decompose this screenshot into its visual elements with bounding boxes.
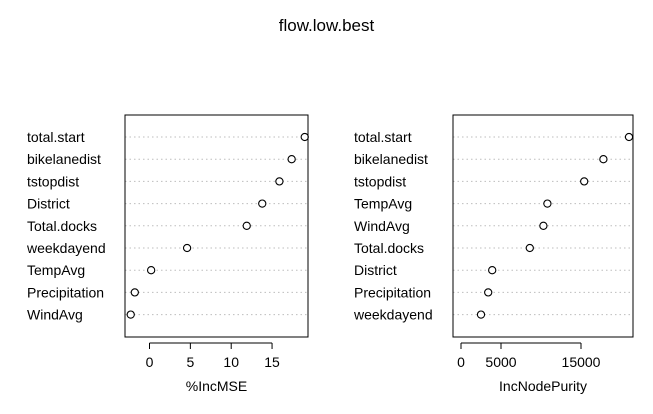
panel-1-category-label: WindAvg (27, 307, 83, 323)
panel-2-category-label: total.start (354, 129, 412, 145)
panel-1-point (258, 199, 267, 208)
panel-2-category-label: District (354, 262, 397, 278)
panel-2-point (624, 132, 634, 142)
panel-1-point (242, 221, 251, 230)
panel-2-point (476, 310, 486, 319)
panel-1-frame (124, 114, 309, 338)
panel-1-category-label: Total.docks (27, 218, 97, 234)
panel-1-category-label: tstopdist (27, 173, 79, 189)
panel-2-point (580, 177, 589, 186)
panel-2-category-label: Total.docks (354, 240, 424, 256)
panel-2-category-label: tstopdist (354, 173, 406, 189)
panel-2-category-label: WindAvg (354, 218, 410, 234)
panel-1-category-label: bikelanedist (27, 151, 101, 167)
panel-2-point (539, 221, 548, 230)
panel-2-category-label: TempAvg (354, 196, 412, 212)
panel-1-x-tick-label: 10 (223, 354, 239, 370)
panel-2-x-axis-label: IncNodePurity (499, 378, 587, 394)
panel-1-category-label: Precipitation (27, 284, 104, 300)
panel-2-x-tick-label: 0 (457, 354, 465, 370)
page-title: flow.low.best (278, 16, 375, 35)
panel-2-category-label: weekdayend (353, 307, 433, 323)
panel-2-x-tick-label: 5000 (485, 354, 516, 370)
panel-2-x-tick-label: 15000 (562, 354, 601, 370)
panel-2-point (599, 155, 608, 164)
panel-1-x-tick-label: 15 (264, 354, 280, 370)
panel-1-category-label: total.start (27, 129, 85, 145)
panel-1-category-label: TempAvg (27, 262, 85, 278)
panel-1-x-axis-label: %IncMSE (186, 378, 247, 394)
panel-1-point (130, 288, 139, 297)
panel-1-point (300, 132, 309, 142)
panel-2-point (525, 243, 534, 253)
panel-1-point (126, 310, 135, 319)
panel-2-point (484, 288, 493, 297)
panel-2-point (488, 266, 497, 275)
panel-1-x-tick-label: 5 (186, 354, 194, 370)
panel-2-frame (452, 114, 634, 338)
panel-1-point (182, 243, 192, 253)
panel-2-point (543, 199, 552, 208)
panel-1-point (275, 177, 284, 186)
panel-1-x-tick-label: 0 (146, 354, 154, 370)
panel-2-category-label: bikelanedist (354, 151, 428, 167)
panel-1-category-label: weekdayend (26, 240, 106, 256)
panel-1-point (146, 266, 156, 275)
panel-2-category-label: Precipitation (354, 284, 431, 300)
panel-1-point (287, 155, 296, 164)
panel-1-category-label: District (27, 196, 70, 212)
